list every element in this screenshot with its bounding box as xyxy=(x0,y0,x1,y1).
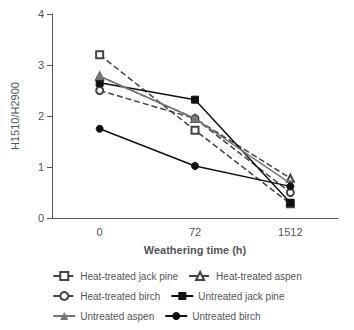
svg-text:1512: 1512 xyxy=(278,226,302,238)
svg-text:1: 1 xyxy=(38,161,44,173)
svg-text:H1510/H2900: H1510/H2900 xyxy=(9,82,21,150)
svg-text:72: 72 xyxy=(189,226,201,238)
svg-text:Heat-treated birch: Heat-treated birch xyxy=(80,291,160,302)
svg-text:Untreated aspen: Untreated aspen xyxy=(80,311,154,322)
svg-text:Heat-treated aspen: Heat-treated aspen xyxy=(216,271,302,282)
svg-text:Untreated jack pine: Untreated jack pine xyxy=(198,291,285,302)
svg-text:0: 0 xyxy=(97,226,103,238)
svg-text:3: 3 xyxy=(38,59,44,71)
svg-text:0: 0 xyxy=(38,212,44,224)
svg-text:4: 4 xyxy=(38,8,44,20)
svg-text:Untreated birch: Untreated birch xyxy=(192,311,260,322)
svg-text:Heat-treated jack pine: Heat-treated jack pine xyxy=(80,271,178,282)
svg-text:Weathering time (h): Weathering time (h) xyxy=(144,244,247,256)
svg-text:2: 2 xyxy=(38,110,44,122)
